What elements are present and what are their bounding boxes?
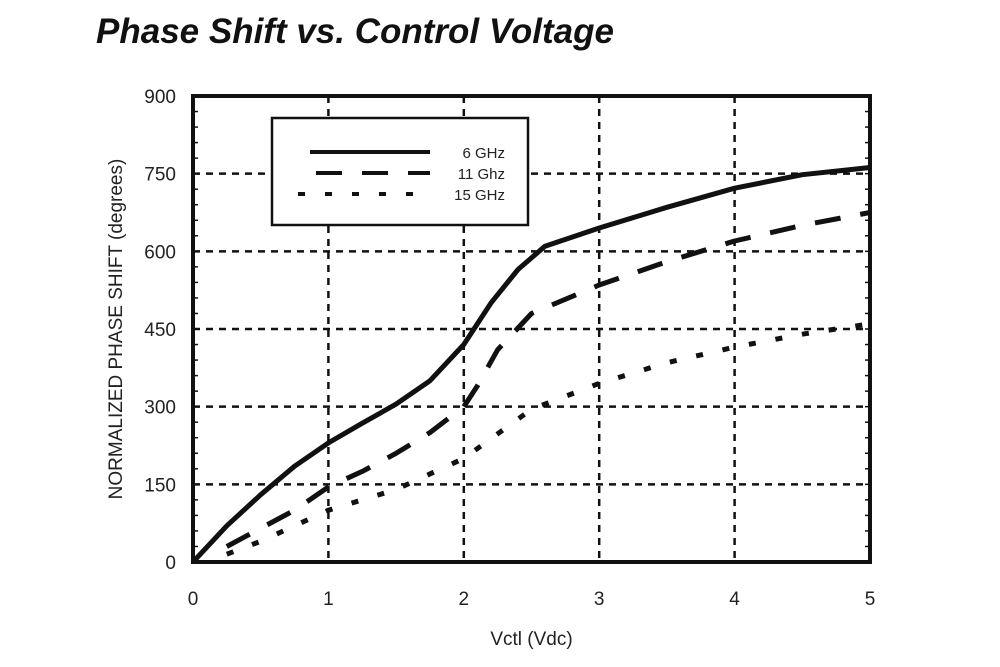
legend-box <box>270 116 530 227</box>
y-tick-label: 600 <box>144 242 176 263</box>
legend-label: 11 Ghz <box>458 166 505 183</box>
x-tick-label: 5 <box>865 589 876 610</box>
y-tick-label: 900 <box>144 87 176 108</box>
y-axis-label: NORMALIZED PHASE SHIFT (degrees) <box>106 159 127 500</box>
x-tick-label: 2 <box>459 589 470 610</box>
x-axis-label: Vctl (Vdc) <box>490 629 572 650</box>
y-tick-label: 0 <box>165 553 176 574</box>
x-tick-label: 0 <box>188 589 199 610</box>
y-tick-label: 450 <box>144 320 176 341</box>
series-line-11-ghz <box>225 210 871 549</box>
y-tick-label: 300 <box>144 398 176 419</box>
x-tick-label: 3 <box>594 589 605 610</box>
series-line-6-ghz <box>191 165 871 564</box>
legend-label: 15 GHz <box>454 187 505 204</box>
series-line-15-ghz <box>225 321 871 557</box>
x-tick-label: 4 <box>729 589 740 610</box>
x-tick-label: 1 <box>323 589 334 610</box>
chart-title: Phase Shift vs. Control Voltage <box>96 12 614 51</box>
y-tick-label: 750 <box>144 165 176 186</box>
y-tick-label: 150 <box>144 475 176 496</box>
legend-label: 6 GHz <box>462 145 505 162</box>
plot-frame <box>191 94 872 564</box>
